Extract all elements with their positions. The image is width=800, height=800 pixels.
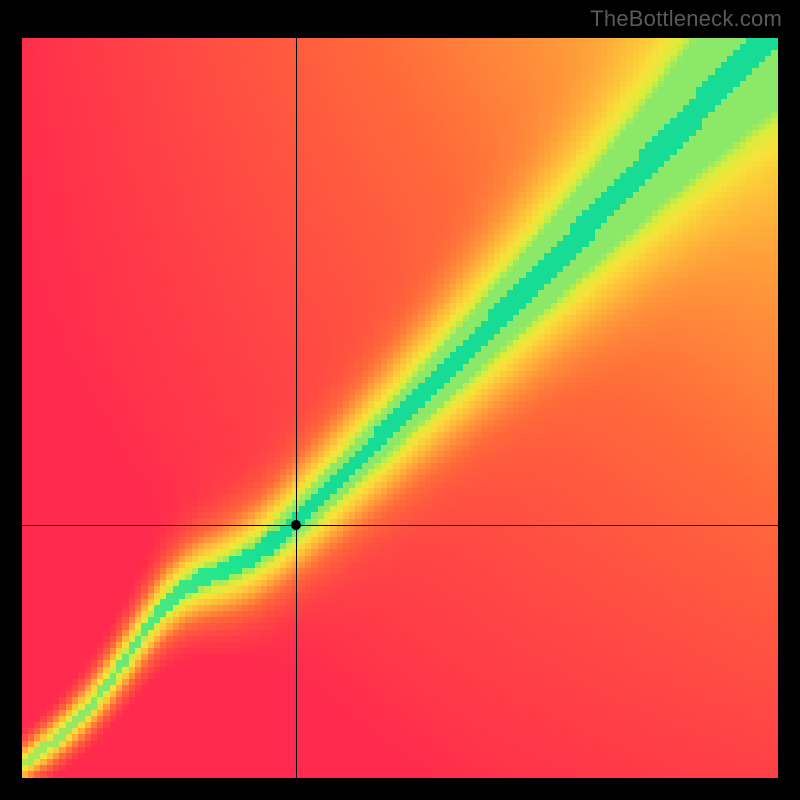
- plot-area: [22, 38, 778, 778]
- crosshair-marker: [291, 520, 301, 530]
- crosshair-horizontal: [22, 525, 778, 526]
- chart-frame: TheBottleneck.com: [0, 0, 800, 800]
- crosshair-vertical: [296, 38, 297, 778]
- watermark-text: TheBottleneck.com: [590, 6, 782, 32]
- heatmap-canvas: [22, 38, 778, 778]
